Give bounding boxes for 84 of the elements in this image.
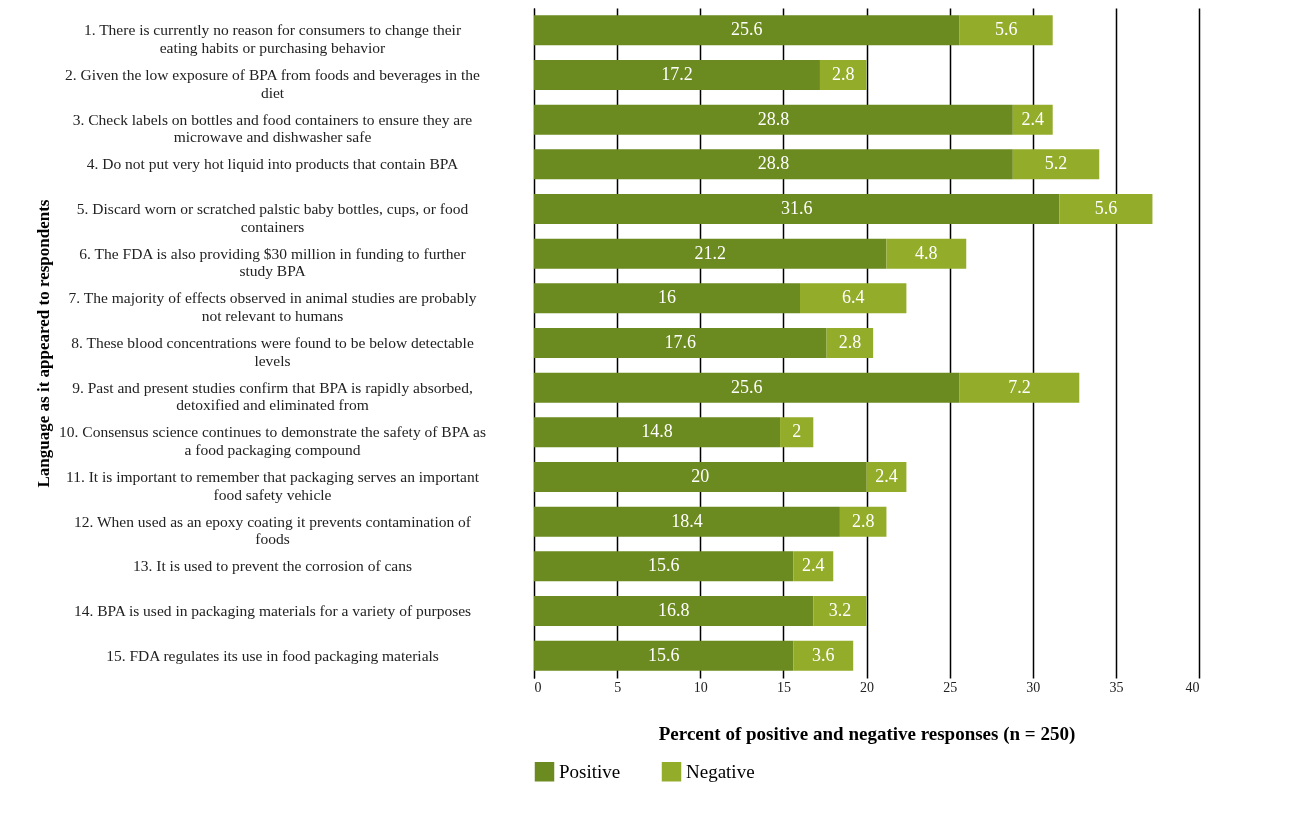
y-tick-label: 6. The FDA is also providing $30 million in funding to further study BPA [79, 244, 467, 280]
y-tick-label: 7. The majority of effects observed in animal studies are probably not relevant to humans [68, 289, 477, 324]
data-label: 6.4 [841, 287, 865, 308]
y-tick-label: 10. Consensus science continues to demonstrate the safety of BPA as a food packaging compound [59, 423, 486, 458]
bar [534, 506, 840, 537]
bar [780, 417, 814, 448]
y-tick-label: 3. Check labels on bottles and food containers to ensure they are microwave and dishwasher safe [72, 110, 473, 146]
y-tick-label: 1. There is currently no reason for consumers to change their eating habits or purchasing behavior [83, 21, 462, 56]
y-tick-label: 5. Discard worn or scratched palstic baby bottles, cups, or food containers [76, 200, 469, 235]
bar [534, 238, 887, 269]
data-label: 31.6 [780, 198, 813, 218]
bar [819, 60, 867, 90]
data-label: 15.6 [647, 555, 680, 576]
data-label: 28.8 [757, 108, 790, 129]
data-label: 21.2 [694, 242, 726, 263]
data-label: 16.8 [657, 600, 690, 620]
y-tick-label: 9. Past and present studies confirm that BPA is rapidly absorbed, detoxified and eliminated from [72, 378, 473, 414]
y-tick-label: 14. BPA is used in packaging materials for a variety of purposes [73, 602, 472, 619]
data-label: 14.8 [641, 421, 673, 442]
bar [534, 283, 800, 314]
legend-label: Negative [686, 760, 755, 782]
bar [534, 149, 1013, 180]
data-label: 25.6 [731, 19, 763, 40]
bar [959, 372, 1080, 403]
data-label: 2.8 [851, 510, 875, 531]
data-label: 25.6 [731, 376, 763, 397]
data-label: 5.6 [994, 19, 1018, 40]
data-label: 7.2 [1008, 376, 1031, 397]
data-label: 18.4 [671, 510, 703, 531]
x-tick-label: 5 [614, 679, 622, 695]
y-tick-label: 13. It is used to prevent the corrosion of cans [133, 557, 412, 575]
bar [534, 15, 960, 46]
y-tick-label: 11. It is important to remember that packaging serves an important food safety vehicle [65, 468, 480, 503]
data-label: 20 [691, 466, 710, 486]
bar [959, 15, 1053, 46]
x-axis-title: Percent of positive and negative responses (n = 250) [658, 722, 1076, 745]
bar [534, 596, 814, 626]
data-label: 17.2 [661, 64, 693, 84]
y-tick-label: 4. Do not put very hot liquid into products that contain BPA [86, 155, 460, 173]
data-label: 28.8 [757, 153, 790, 174]
bar [1012, 149, 1100, 180]
bar [534, 551, 794, 582]
data-label: 2.8 [838, 332, 862, 352]
data-label: 3.2 [828, 600, 852, 620]
x-tick-label: 15 [776, 679, 791, 695]
bar [793, 551, 834, 582]
bar [534, 194, 1060, 224]
x-tick-label: 30 [1026, 679, 1041, 695]
bar [534, 640, 794, 671]
bar [1059, 194, 1153, 224]
data-label: 2.8 [831, 64, 855, 84]
bar [886, 238, 967, 269]
y-tick-label: 8. These blood concentrations were found to be below detectable levels [71, 334, 474, 369]
y-tick-label: 12. When used as an epoxy coating it prevents contamination of foods [73, 512, 472, 548]
x-tick-label: 35 [1109, 679, 1124, 695]
bar [800, 283, 907, 314]
data-label: 5.6 [1094, 198, 1118, 218]
x-tick-label: 20 [860, 679, 874, 695]
x-tick-label: 25 [943, 679, 958, 695]
bar [534, 462, 867, 492]
bar [534, 60, 820, 90]
bar [534, 328, 827, 358]
data-label: 2.4 [802, 555, 825, 576]
x-tick-label: 40 [1185, 679, 1200, 695]
bar [813, 596, 867, 626]
data-label: 5.2 [1044, 153, 1068, 174]
bar [534, 417, 781, 448]
data-label: 15.6 [647, 644, 680, 665]
y-tick-label: 15. FDA regulates its use in food packaging materials [106, 646, 439, 664]
data-label: 2.4 [1021, 108, 1044, 129]
data-label: 17.6 [664, 332, 697, 352]
x-tick-label: 10 [693, 679, 708, 695]
legend-label: Positive [559, 760, 621, 782]
data-label: 4.8 [915, 242, 938, 263]
y-tick-label: 2. Given the low exposure of BPA from foods and beverages in the diet [65, 66, 481, 101]
y-axis-title: Language as it appeared to respondents [33, 199, 53, 488]
data-label: 2 [792, 421, 802, 442]
data-label: 16 [658, 287, 676, 308]
x-tick-label: 0 [534, 679, 542, 695]
data-label: 2.4 [875, 466, 898, 486]
bar [793, 640, 854, 671]
data-label: 3.6 [812, 644, 835, 665]
bar [534, 372, 960, 403]
bar [534, 104, 1013, 135]
